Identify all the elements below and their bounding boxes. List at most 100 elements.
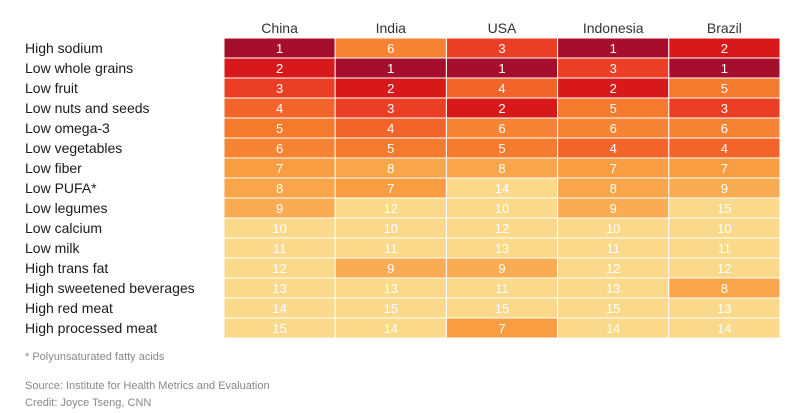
cell-value: 3 (498, 41, 505, 56)
cell-value: 8 (498, 161, 505, 176)
cell-value: 12 (272, 261, 286, 276)
cell-value: 1 (276, 41, 283, 56)
column-header-indonesia: Indonesia (583, 20, 644, 36)
cell-value: 1 (610, 41, 617, 56)
cell-value: 9 (498, 261, 505, 276)
cell-value: 2 (387, 81, 394, 96)
cell-value: 14 (717, 321, 731, 336)
cell-value: 15 (495, 301, 509, 316)
cell-value: 12 (384, 201, 398, 216)
cell-value: 3 (387, 101, 394, 116)
cell-value: 13 (272, 281, 286, 296)
cell-value: 1 (498, 61, 505, 76)
cell-value: 3 (276, 81, 283, 96)
row-label-low-fruit: Low fruit (25, 80, 78, 96)
cell-value: 12 (606, 261, 620, 276)
column-header-china: China (261, 20, 298, 36)
cell-value: 15 (384, 301, 398, 316)
cell-value: 5 (610, 101, 617, 116)
cell-value: 5 (721, 81, 728, 96)
source-text: Source: Institute for Health Metrics and… (25, 380, 270, 392)
cell-value: 6 (610, 121, 617, 136)
heatmap-cell (668, 317, 781, 339)
cell-value: 8 (387, 161, 394, 176)
cell-value: 11 (273, 241, 287, 256)
cell-value: 8 (721, 281, 728, 296)
cell-value: 11 (495, 281, 509, 296)
cell-value: 11 (606, 241, 620, 256)
heatmap-chart: China India USA Indonesia Brazil High sodium 1… (25, 20, 781, 339)
cell-value: 5 (387, 141, 394, 156)
row-label-high-processed-meat: High processed meat (25, 320, 157, 336)
cell-value: 9 (276, 201, 283, 216)
cell-value: 13 (384, 281, 398, 296)
cell-value: 6 (387, 41, 394, 56)
cell-value: 13 (717, 301, 731, 316)
cell-value: 6 (498, 121, 505, 136)
cell-value: 8 (276, 181, 283, 196)
cell-value: 4 (498, 81, 505, 96)
cell-value: 4 (721, 141, 728, 156)
cell-value: 14 (272, 301, 286, 316)
cell-value: 15 (606, 301, 620, 316)
cell-value: 15 (272, 321, 286, 336)
cell-value: 11 (718, 241, 732, 256)
row-label-high-sweetened-beverages: High sweetened beverages (25, 280, 195, 296)
cell-value: 12 (495, 221, 509, 236)
cell-value: 2 (610, 81, 617, 96)
cell-value: 2 (276, 61, 283, 76)
cell-value: 9 (721, 181, 728, 196)
row-label-low-whole-grains: Low whole grains (25, 60, 133, 76)
cell-value: 2 (498, 101, 505, 116)
cell-value: 10 (606, 221, 620, 236)
row-label-low-milk: Low milk (25, 240, 80, 256)
cell-value: 3 (721, 101, 728, 116)
column-header-usa: USA (488, 20, 517, 36)
cell-value: 11 (384, 241, 398, 256)
cell-value: 9 (610, 201, 617, 216)
cell-value: 1 (721, 61, 728, 76)
cell-value: 14 (606, 321, 620, 336)
row-label-low-pufa: Low PUFA* (25, 180, 97, 196)
cell-value: 13 (606, 281, 620, 296)
cell-value: 10 (717, 221, 731, 236)
cell-value: 1 (387, 61, 394, 76)
cell-value: 7 (498, 321, 505, 336)
cell-value: 15 (717, 201, 731, 216)
row-label-high-red-meat: High red meat (25, 300, 113, 316)
cell-value: 10 (495, 201, 509, 216)
cell-value: 4 (387, 121, 394, 136)
footnote: * Polyunsaturated fatty acids (25, 351, 165, 363)
cell-value: 5 (498, 141, 505, 156)
row-label-low-fiber: Low fiber (25, 160, 82, 176)
cell-value: 7 (387, 181, 394, 196)
cell-value: 14 (495, 181, 509, 196)
cell-value: 5 (276, 121, 283, 136)
cell-value: 3 (610, 61, 617, 76)
cell-value: 4 (610, 141, 617, 156)
row-label-low-omega-3: Low omega-3 (25, 120, 110, 136)
row-label-low-nuts-and-seeds: Low nuts and seeds (25, 100, 150, 116)
cell-value: 6 (721, 121, 728, 136)
cell-value: 7 (610, 161, 617, 176)
cell-value: 8 (610, 181, 617, 196)
credit-text: Credit: Joyce Tseng, CNN (25, 397, 152, 409)
cell-value: 6 (276, 141, 283, 156)
cell-value: 10 (384, 221, 398, 236)
row-label-low-calcium: Low calcium (25, 220, 102, 236)
row-label-high-sodium: High sodium (25, 40, 103, 56)
row-label-high-trans-fat: High trans fat (25, 260, 108, 276)
cell-value: 7 (721, 161, 728, 176)
row-label-low-legumes: Low legumes (25, 200, 108, 216)
column-header-brazil: Brazil (707, 20, 742, 36)
cell-value: 14 (384, 321, 398, 336)
cell-value: 13 (495, 241, 509, 256)
cell-value: 2 (721, 41, 728, 56)
cell-value: 7 (276, 161, 283, 176)
cell-value: 10 (272, 221, 286, 236)
source-block: Source: Institute for Health Metrics and… (25, 378, 270, 412)
row-label-low-vegetables: Low vegetables (25, 140, 122, 156)
column-header-india: India (376, 20, 407, 36)
cell-value: 9 (387, 261, 394, 276)
cell-value: 12 (717, 261, 731, 276)
